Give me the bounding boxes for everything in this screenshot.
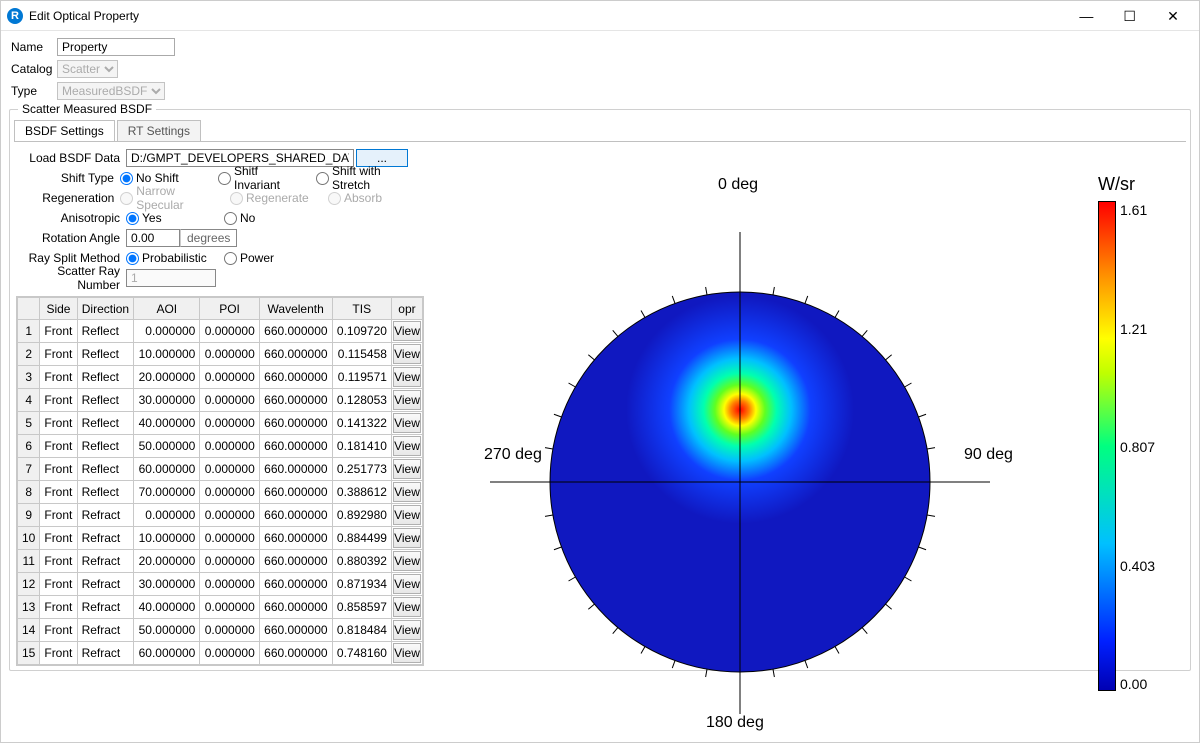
regen-absorb: Absorb — [328, 191, 416, 205]
table-row[interactable]: 11FrontRefract20.0000000.000000660.00000… — [18, 550, 423, 573]
axis-label-270: 270 deg — [484, 446, 542, 464]
view-button[interactable]: View — [393, 413, 421, 433]
anisotropic-row: Anisotropic Yes No — [14, 208, 426, 228]
col-header — [18, 298, 40, 320]
ray-number-input — [126, 269, 216, 287]
regen-narrow: Narrow Specular — [120, 184, 220, 212]
shift-type-label: Shift Type — [14, 171, 120, 185]
scatter-bsdf-group: Scatter Measured BSDF BSDF Settings RT S… — [9, 109, 1191, 671]
bsdf-settings-panel: Load BSDF Data ... Shift Type No Shift S… — [10, 142, 430, 292]
col-header: opr — [391, 298, 422, 320]
view-button[interactable]: View — [393, 390, 421, 410]
colorbar-title: W/sr — [1098, 174, 1158, 195]
rotation-input[interactable] — [126, 229, 180, 247]
rotation-row: Rotation Angle degrees — [14, 228, 426, 248]
table-row[interactable]: 12FrontRefract30.0000000.000000660.00000… — [18, 573, 423, 596]
axis-label-90: 90 deg — [964, 446, 1013, 464]
tab-bsdf-settings[interactable]: BSDF Settings — [14, 120, 115, 141]
table-row[interactable]: 1FrontReflect0.0000000.000000660.0000000… — [18, 320, 423, 343]
catalog-select: Scatter — [57, 60, 118, 78]
table-row[interactable]: 2FrontReflect10.0000000.000000660.000000… — [18, 343, 423, 366]
table-row[interactable]: 8FrontReflect70.0000000.000000660.000000… — [18, 481, 423, 504]
ray-number-row: Scatter Ray Number — [14, 268, 426, 288]
table-row[interactable]: 3FrontReflect20.0000000.000000660.000000… — [18, 366, 423, 389]
colorbar-tick: 0.403 — [1120, 558, 1155, 574]
regeneration-label: Regeneration — [14, 191, 120, 205]
ray-split-label: Ray Split Method — [14, 251, 126, 265]
ray-number-label: Scatter Ray Number — [14, 264, 126, 292]
shift-no-shift[interactable]: No Shift — [120, 171, 208, 185]
table-row[interactable]: 14FrontRefract50.0000000.000000660.00000… — [18, 619, 423, 642]
colorbar-tick: 1.21 — [1120, 321, 1155, 337]
colorbar-strip — [1098, 201, 1116, 691]
type-select: MeasuredBSDF — [57, 82, 165, 100]
catalog-label: Catalog — [11, 62, 57, 76]
split-probabilistic[interactable]: Probabilistic — [126, 251, 214, 265]
axis-label-180: 180 deg — [706, 714, 764, 732]
table-row[interactable]: 5FrontReflect40.0000000.000000660.000000… — [18, 412, 423, 435]
shift-invariant[interactable]: Shitf Invariant — [218, 164, 306, 192]
colorbar-tick: 1.61 — [1120, 202, 1155, 218]
view-button[interactable]: View — [393, 643, 421, 663]
window-title: Edit Optical Property — [29, 9, 1066, 23]
table-row[interactable]: 15FrontRefract60.0000000.000000660.00000… — [18, 642, 423, 665]
colorbar-tick: 0.00 — [1120, 676, 1155, 692]
view-button[interactable]: View — [393, 597, 421, 617]
view-button[interactable]: View — [393, 505, 421, 525]
col-header: TIS — [332, 298, 391, 320]
axis-label-0: 0 deg — [718, 176, 758, 194]
col-header: Direction — [77, 298, 134, 320]
name-label: Name — [11, 40, 57, 54]
property-header-form: Name Catalog Scatter Type MeasuredBSDF — [1, 31, 1199, 105]
bsdf-data-table: SideDirectionAOIPOIWavelenthTISopr 1Fron… — [17, 297, 423, 665]
minimize-button[interactable]: — — [1066, 1, 1106, 31]
load-data-label: Load BSDF Data — [14, 151, 126, 165]
table-row[interactable]: 13FrontRefract40.0000000.000000660.00000… — [18, 596, 423, 619]
view-button[interactable]: View — [393, 620, 421, 640]
view-button[interactable]: View — [393, 344, 421, 364]
split-power[interactable]: Power — [224, 251, 312, 265]
view-button[interactable]: View — [393, 482, 421, 502]
name-input[interactable] — [57, 38, 175, 56]
col-header: Side — [40, 298, 77, 320]
close-button[interactable]: ✕ — [1153, 1, 1193, 31]
col-header: AOI — [134, 298, 200, 320]
col-header: Wavelenth — [259, 298, 332, 320]
table-row[interactable]: 6FrontReflect50.0000000.000000660.000000… — [18, 435, 423, 458]
view-button[interactable]: View — [393, 321, 421, 341]
tab-bar: BSDF Settings RT Settings — [14, 120, 1186, 142]
aniso-no[interactable]: No — [224, 211, 312, 225]
titlebar: R Edit Optical Property — ☐ ✕ — [1, 1, 1199, 31]
app-icon: R — [7, 8, 23, 24]
rotation-unit: degrees — [180, 229, 237, 247]
view-button[interactable]: View — [393, 459, 421, 479]
view-button[interactable]: View — [393, 528, 421, 548]
colorbar-tick: 0.807 — [1120, 439, 1155, 455]
anisotropic-label: Anisotropic — [14, 211, 126, 225]
shift-stretch[interactable]: Shift with Stretch — [316, 164, 416, 192]
view-button[interactable]: View — [393, 367, 421, 387]
colorbar: W/sr 1.61 1.21 0.807 0.403 0.00 — [1098, 174, 1158, 691]
type-label: Type — [11, 84, 57, 98]
groupbox-title: Scatter Measured BSDF — [18, 102, 156, 116]
maximize-button[interactable]: ☐ — [1110, 1, 1150, 31]
table-row[interactable]: 10FrontRefract10.0000000.000000660.00000… — [18, 527, 423, 550]
shift-type-row: Shift Type No Shift Shitf Invariant Shif… — [14, 168, 426, 188]
aniso-yes[interactable]: Yes — [126, 211, 214, 225]
table-row[interactable]: 4FrontReflect30.0000000.000000660.000000… — [18, 389, 423, 412]
view-button[interactable]: View — [393, 436, 421, 456]
tab-rt-settings[interactable]: RT Settings — [117, 120, 201, 141]
col-header: POI — [200, 298, 259, 320]
table-row[interactable]: 7FrontReflect60.0000000.000000660.000000… — [18, 458, 423, 481]
view-button[interactable]: View — [393, 551, 421, 571]
table-row[interactable]: 9FrontRefract0.0000000.000000660.0000000… — [18, 504, 423, 527]
polar-plot-panel: 0 deg 90 deg 180 deg 270 deg W/sr 1.611.… — [430, 142, 1190, 670]
view-button[interactable]: View — [393, 574, 421, 594]
rotation-label: Rotation Angle — [14, 231, 126, 245]
polar-plot — [470, 172, 1010, 732]
regen-regenerate: Regenerate — [230, 191, 318, 205]
